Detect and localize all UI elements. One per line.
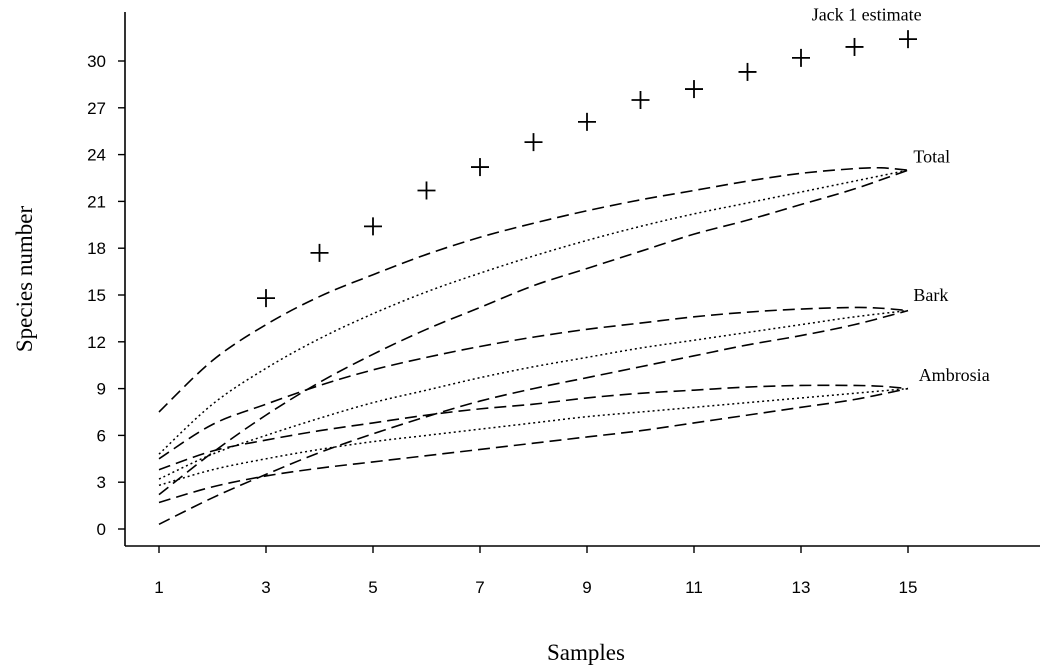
ambrosia-dotted-curve bbox=[158, 387, 909, 487]
x-tick-label: 1 bbox=[154, 578, 163, 597]
jack1-point bbox=[738, 62, 757, 81]
bark-dashed-curve bbox=[158, 309, 909, 526]
x-tick-label: 11 bbox=[685, 578, 703, 597]
x-tick-label: 15 bbox=[899, 578, 918, 597]
x-ticks: 1 3 5 7 9 11 13 15 bbox=[154, 546, 917, 597]
y-ticks: 0 3 6 9 12 15 18 21 24 27 30 bbox=[87, 52, 125, 539]
annotation-label: Bark bbox=[913, 285, 948, 305]
y-tick-label: 9 bbox=[97, 380, 106, 399]
y-tick-label: 30 bbox=[87, 52, 106, 71]
y-tick-label: 3 bbox=[97, 473, 106, 492]
axes bbox=[124, 12, 1040, 547]
annotation-label: Jack 1 estimate bbox=[812, 4, 922, 24]
jack1-point bbox=[792, 48, 810, 67]
curves-layer bbox=[158, 166, 909, 526]
x-tick-label: 3 bbox=[261, 578, 270, 597]
x-tick-label: 13 bbox=[792, 578, 811, 597]
jack1-point bbox=[417, 181, 436, 200]
jack1-point bbox=[257, 289, 275, 308]
jack1-markers-layer bbox=[257, 30, 917, 308]
y-tick-label: 18 bbox=[87, 239, 106, 258]
x-tick-label: 7 bbox=[475, 578, 484, 597]
jack1-point bbox=[899, 30, 917, 49]
y-tick-label: 15 bbox=[87, 286, 106, 305]
y-axis-title: Species number bbox=[12, 206, 37, 353]
y-tick-label: 24 bbox=[87, 146, 106, 165]
y-tick-label: 12 bbox=[87, 333, 106, 352]
jack1-point bbox=[578, 112, 596, 131]
annotation-label: Total bbox=[913, 146, 950, 166]
total-dashed-curve bbox=[158, 169, 909, 496]
total-dotted-curve bbox=[158, 169, 909, 455]
x-axis-title: Samples bbox=[547, 640, 625, 665]
y-tick-label: 0 bbox=[97, 520, 106, 539]
x-tick-label: 5 bbox=[368, 578, 377, 597]
x-tick-label: 9 bbox=[582, 578, 591, 597]
jack1-point bbox=[364, 217, 382, 236]
jack1-point bbox=[310, 243, 329, 262]
jack1-point bbox=[631, 91, 650, 109]
jack1-point bbox=[471, 158, 489, 177]
y-tick-label: 27 bbox=[87, 99, 106, 118]
annotations: Jack 1 estimate Total Bark Ambrosia bbox=[812, 4, 990, 384]
ambrosia-dashed-curve bbox=[158, 387, 909, 504]
total-dashed-curve bbox=[158, 166, 909, 413]
bark-dashed-curve bbox=[158, 306, 909, 460]
jack1-point bbox=[845, 37, 864, 56]
y-tick-label: 6 bbox=[97, 426, 106, 445]
jack1-point bbox=[524, 133, 543, 152]
annotation-label: Ambrosia bbox=[919, 365, 990, 385]
jack1-point bbox=[685, 80, 703, 99]
y-tick-label: 21 bbox=[87, 192, 106, 211]
